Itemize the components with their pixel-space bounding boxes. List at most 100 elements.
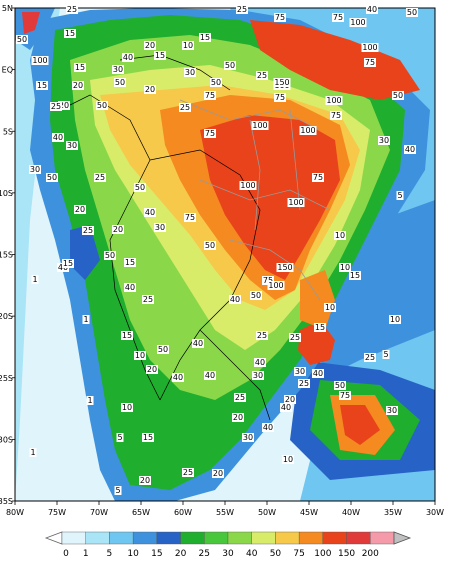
contour-label: 50 [393,91,403,100]
contour-label: 50 [97,101,107,110]
contour-label: 50 [225,61,235,70]
colorbar-swatch [298,531,324,545]
y-tick-label: 25S [0,374,13,383]
contour-label: 25 [299,379,309,388]
contour-label: 10 [135,351,145,360]
contour-label: 75 [333,13,343,22]
colorbar-label: 10 [127,549,139,559]
contour-label: 15 [75,63,85,72]
colorbar-label: 15 [151,549,162,559]
x-tick-label: 30W [426,508,444,517]
contour-label: 40 [263,423,273,432]
contour-label: 50 [47,173,57,182]
colorbar-label: 0 [63,549,69,559]
contour-label: 75 [185,213,195,222]
y-tick-label: 30S [0,435,13,444]
colorbar-label: 50 [270,549,282,559]
x-tick-label: 75W [48,508,66,517]
contour-label: 1 [87,396,92,405]
contour-label: 5 [397,191,402,200]
contour-label: 15 [155,51,165,60]
contour-label: 40 [281,403,291,412]
colorbar-label: 20 [175,549,187,559]
contour-label: 25 [51,102,61,111]
contour-label: 50 [105,251,115,260]
contour-label: 20 [213,469,223,478]
contour-label: 40 [193,339,203,348]
contour-label: 25 [83,226,93,235]
contour-label: 100 [268,281,283,290]
contour-label: 30 [295,367,305,376]
x-tick-label: 45W [300,508,318,517]
contour-label: 100 [32,56,47,65]
contour-label: 40 [173,373,183,382]
contour-label: 40 [405,145,415,154]
contour-label: 100 [350,18,365,27]
contour-label: 100 [362,43,377,52]
contour-label: 30 [185,68,195,77]
colorbar-arrow-right [393,531,412,545]
contour-label: 30 [243,433,253,442]
contour-label: 40 [145,208,155,217]
colorbar-swatch [61,531,86,545]
contour-label: 20 [233,413,243,422]
y-tick-label: 15S [0,251,13,260]
colorbar-swatch [156,531,181,545]
contour-label: 20 [145,85,155,94]
x-tick-label: 65W [132,508,150,517]
contour-label: 30 [67,141,77,150]
contour-label: 25 [180,103,190,112]
contour-label: 40 [123,53,133,62]
colorbar-swatch [251,531,276,545]
contour-label: 30 [387,406,397,415]
contour-label: 10 [340,263,350,272]
contour-label: 10 [390,315,400,324]
y-tick-label: 5S [3,127,13,136]
contour-label: 100 [300,126,315,135]
contour-label: 15 [65,29,75,38]
contour-label: 25 [95,173,105,182]
contour-label: 50 [158,345,168,354]
colorbar-label: 75 [293,549,304,559]
colorbar-label: 100 [314,549,331,559]
x-tick-label: 50W [258,508,276,517]
contour-label: 15 [122,331,132,340]
colorbar-swatch [109,531,134,545]
colorbar-swatch [275,531,300,545]
contour-label: 30 [113,65,123,74]
contour-label: 5 [115,486,120,495]
contour-label: 20 [140,476,150,485]
colorbar-swatch [346,531,371,545]
contour-label: 50 [211,78,221,87]
contour-label: 30 [379,136,389,145]
contour-label: 100 [326,96,341,105]
contour-label: 30 [30,165,40,174]
contour-label: 10 [183,41,193,50]
contour-label: 40 [255,358,265,367]
contour-label: 20 [113,225,123,234]
contour-label: 100 [252,121,267,130]
contour-label: 75 [340,391,350,400]
contour-label: 100 [240,181,255,190]
contour-label: 50 [251,291,261,300]
contour-label: 15 [143,433,153,442]
x-tick-label: 80W [6,508,24,517]
contour-label: 100 [288,198,303,207]
contour-label: 75 [205,91,215,100]
contour-label: 25 [67,5,77,14]
x-tick-label: 40W [342,508,360,517]
colorbar-label: 30 [222,549,234,559]
contour-label: 15 [63,259,73,268]
contour-label: 25 [183,468,193,477]
colorbar-swatch [85,531,110,545]
contour-label: 75 [205,129,215,138]
contour-label: 15 [350,271,360,280]
colorbar-label: 5 [107,549,113,559]
contour-label: 40 [53,133,63,142]
colorbar-label: 1 [83,549,89,559]
contour-label: 75 [313,173,323,182]
contour-label: 25 [237,5,247,14]
contour-label: 1 [30,448,35,457]
contour-label: 50 [335,381,345,390]
